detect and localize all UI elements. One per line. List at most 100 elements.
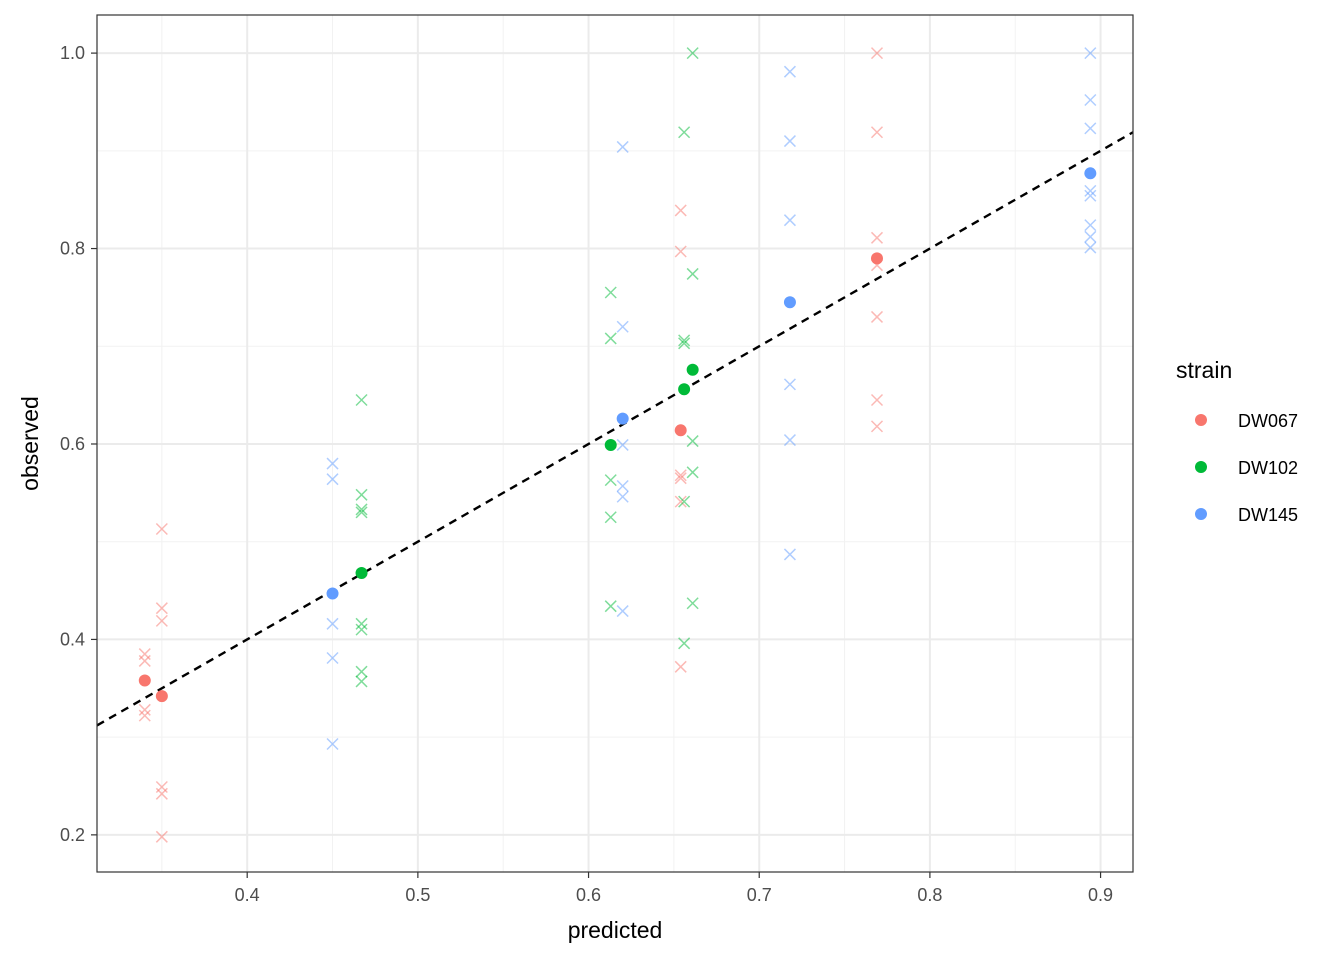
replicate-point-dw067 [674,495,687,508]
replicate-point-dw067 [674,469,687,482]
replicate-point-dw145 [326,617,339,630]
replicate-point-dw067 [674,245,687,258]
mean-point-dw102 [604,438,617,451]
mean-point-dw145 [326,587,339,600]
replicate-point-dw102 [686,466,699,479]
replicate-point-dw102 [355,623,368,636]
y-tick-label: 0.8 [60,239,85,259]
replicate-point-dw145 [616,479,629,493]
replicate-point-dw102 [604,600,617,613]
x-tick-label: 0.9 [1088,885,1113,905]
replicate-point-dw067 [870,126,884,139]
replicate-point-dw145 [616,140,629,153]
legend-label-dw145: DW145 [1238,505,1298,525]
legend-label-dw067: DW067 [1238,411,1298,431]
legend: strain DW067 DW102 DW145 [1176,357,1298,525]
replicate-point-dw145 [616,490,629,503]
replicate-point-dw145 [783,434,796,447]
replicate-point-dw145 [1084,184,1097,197]
replicate-point-dw145 [616,320,629,333]
replicate-point-dw067 [674,660,687,673]
mean-point-dw067 [674,424,687,437]
replicate-point-dw067 [155,602,168,615]
x-tick-label: 0.5 [405,885,430,905]
replicate-point-dw145 [326,473,339,486]
legend-title: strain [1176,357,1232,383]
reference-line-layer [96,131,1134,727]
replicate-point-dw145 [1084,93,1097,107]
y-tick-label: 0.2 [60,825,85,845]
replicate-point-dw067 [155,830,168,843]
replicate-point-dw067 [155,522,168,536]
replicate-point-dw145 [1084,189,1097,202]
replicate-point-dw102 [686,435,699,448]
x-tick-label: 0.6 [576,885,601,905]
replicate-point-dw067 [870,47,884,60]
replicate-point-dw145 [783,378,796,391]
replicate-point-dw102 [355,488,368,501]
replicate-point-dw145 [1084,122,1097,135]
replicate-point-dw102 [686,47,699,60]
replicate-point-dw102 [678,637,691,650]
replicate-point-dw067 [674,204,687,217]
replicate-point-dw145 [1084,47,1097,60]
replicate-point-dw102 [355,506,368,519]
x-axis-title: predicted [568,917,663,943]
mean-point-dw145 [1084,167,1097,180]
x-tick-label: 0.8 [917,885,942,905]
y-tick-label: 1.0 [60,43,85,63]
mean-point-dw067 [870,252,883,265]
replicate-point-dw102 [604,332,617,345]
replicate-points [138,47,1097,843]
legend-key-dw102 [1195,461,1207,473]
axis-ticks: 0.4 0.5 0.6 0.7 0.8 0.9 0.2 0.4 0.6 0.8 1.0 [60,43,1113,905]
replicate-point-dw102 [604,511,617,524]
mean-point-dw145 [616,412,629,425]
replicate-point-dw145 [326,651,339,665]
replicate-point-dw067 [138,654,151,667]
replicate-point-dw102 [686,267,699,280]
replicate-point-dw145 [616,438,629,451]
replicate-point-dw067 [138,703,151,716]
replicate-point-dw102 [604,286,617,299]
replicate-point-dw067 [138,709,151,722]
legend-label-dw102: DW102 [1238,458,1298,478]
replicate-point-dw145 [783,135,796,148]
x-tick-label: 0.4 [235,885,260,905]
replicate-point-dw102 [355,503,368,516]
mean-points [138,167,1097,703]
replicate-point-dw102 [355,675,368,688]
y-axis-title: observed [17,396,43,491]
replicate-point-dw067 [155,787,168,800]
mean-point-dw102 [678,383,691,396]
replicate-point-dw067 [870,393,884,407]
replicate-point-dw102 [678,337,691,350]
replicate-point-dw067 [870,310,884,323]
replicate-point-dw067 [870,231,884,244]
mean-point-dw102 [355,566,368,579]
replicate-point-dw145 [1084,241,1097,254]
replicate-point-dw145 [783,65,796,78]
replicate-point-dw067 [870,420,884,433]
replicate-point-dw067 [155,614,168,627]
replicate-point-dw145 [1084,219,1097,232]
replicate-point-dw145 [1084,230,1097,243]
mean-point-dw145 [783,296,796,309]
replicate-point-dw102 [678,126,691,139]
replicate-point-dw102 [355,665,368,678]
replicate-point-dw145 [326,457,339,470]
legend-key-dw067 [1195,414,1207,426]
replicate-point-dw102 [678,495,691,508]
replicate-point-dw102 [678,334,691,347]
replicate-point-dw102 [355,617,368,630]
mean-point-dw067 [155,690,168,703]
x-tick-label: 0.7 [747,885,772,905]
mean-point-dw067 [138,674,151,687]
y-tick-label: 0.4 [60,629,85,649]
replicate-point-dw145 [616,605,629,618]
replicate-point-dw145 [783,548,796,561]
y-tick-label: 0.6 [60,434,85,454]
replicate-point-dw145 [783,214,796,227]
